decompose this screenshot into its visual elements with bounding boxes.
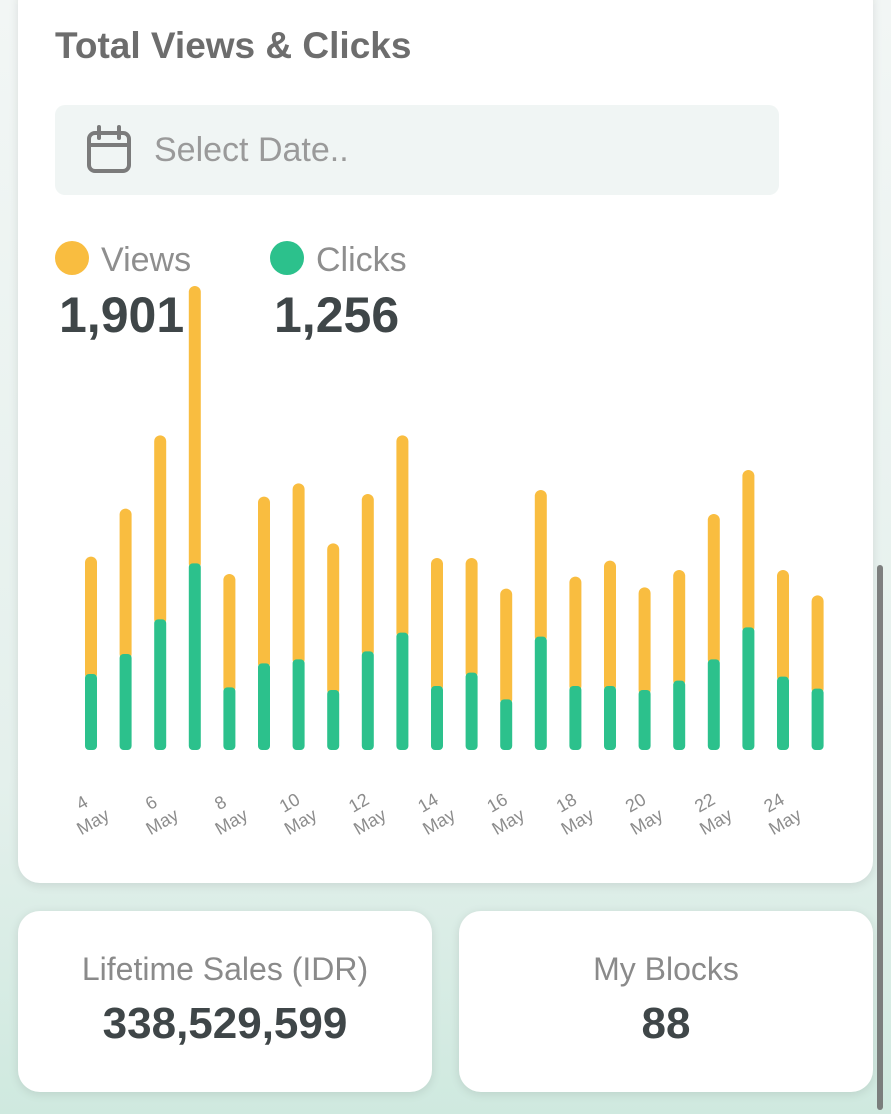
clicks-bar[interactable] xyxy=(431,686,443,750)
clicks-bar[interactable] xyxy=(223,687,236,750)
x-tick-label: 20May xyxy=(616,786,666,839)
bar-group-4[interactable] xyxy=(223,574,236,750)
views-total: 1,901 xyxy=(59,287,185,343)
date-picker[interactable]: Select Date.. xyxy=(55,105,779,195)
bar-group-17[interactable] xyxy=(673,570,686,750)
views-bar[interactable] xyxy=(85,556,97,680)
clicks-bar[interactable] xyxy=(534,636,547,750)
views-bar[interactable] xyxy=(431,558,443,692)
clicks-bar[interactable] xyxy=(119,654,132,750)
scrollbar[interactable] xyxy=(877,565,883,1110)
views-bar[interactable] xyxy=(465,558,478,679)
bar-group-15[interactable] xyxy=(604,560,616,750)
views-bar[interactable] xyxy=(534,490,547,643)
date-placeholder: Select Date.. xyxy=(154,131,349,169)
bar-group-8[interactable] xyxy=(361,494,374,750)
x-tick-day: 8 xyxy=(211,792,230,814)
bar-group-12[interactable] xyxy=(500,588,513,750)
bar-group-18[interactable] xyxy=(707,514,720,750)
views-bar[interactable] xyxy=(258,496,270,670)
views-bar[interactable] xyxy=(361,494,374,658)
views-bar[interactable] xyxy=(292,483,305,666)
x-tick-label: 16May xyxy=(477,786,527,839)
clicks-bar[interactable] xyxy=(154,619,167,750)
clicks-bar[interactable] xyxy=(777,676,789,750)
calendar-icon xyxy=(87,125,131,173)
clicks-bar[interactable] xyxy=(361,651,374,750)
bar-group-14[interactable] xyxy=(569,576,582,750)
views-bar[interactable] xyxy=(396,435,409,639)
views-bar[interactable] xyxy=(638,587,651,696)
views-bar[interactable] xyxy=(707,514,720,666)
lifetime-sales-value: 338,529,599 xyxy=(102,999,348,1048)
clicks-bar[interactable] xyxy=(258,663,270,750)
x-tick-label: 12May xyxy=(339,786,389,839)
my-blocks-label: My Blocks xyxy=(593,951,739,987)
views-bar[interactable] xyxy=(500,588,513,706)
bar-group-20[interactable] xyxy=(777,570,789,750)
clicks-bar[interactable] xyxy=(500,699,513,750)
views-bar[interactable] xyxy=(223,574,236,694)
bar-group-10[interactable] xyxy=(431,558,443,750)
views-clicks-bar-chart: 4May 6May 8May 10May 12May 14May 16May 18May 20M… xyxy=(62,286,824,839)
bar-group-6[interactable] xyxy=(292,483,305,750)
clicks-bar[interactable] xyxy=(396,632,409,750)
bar-group-1[interactable] xyxy=(119,508,132,750)
views-clicks-card: Total Views & Clicks Select Date.. Views… xyxy=(18,0,873,883)
views-bar[interactable] xyxy=(154,435,167,626)
x-tick-label: 24May xyxy=(754,786,804,839)
x-tick-label: 8May xyxy=(201,786,251,839)
bar-group-5[interactable] xyxy=(258,496,270,750)
x-tick-label: 4May xyxy=(62,786,112,839)
clicks-bar[interactable] xyxy=(569,686,582,750)
views-bar[interactable] xyxy=(569,576,582,692)
lifetime-sales-card[interactable]: Lifetime Sales (IDR) 338,529,599 xyxy=(18,911,432,1092)
x-tick-label: 22May xyxy=(685,786,735,839)
lifetime-sales-label: Lifetime Sales (IDR) xyxy=(81,951,369,987)
clicks-total: 1,256 xyxy=(274,287,400,343)
x-tick-label: 18May xyxy=(547,786,597,839)
bar-group-9[interactable] xyxy=(396,435,409,750)
clicks-bar[interactable] xyxy=(604,686,616,750)
x-tick-label: 6May xyxy=(131,786,181,839)
clicks-bar[interactable] xyxy=(811,688,824,750)
bar-group-21[interactable] xyxy=(811,595,824,750)
bar-group-11[interactable] xyxy=(465,558,478,750)
x-tick-day: 4 xyxy=(73,792,92,814)
bar-group-3[interactable] xyxy=(188,286,201,750)
bar-group-0[interactable] xyxy=(85,556,97,750)
clicks-bar[interactable] xyxy=(85,674,97,750)
bar-group-16[interactable] xyxy=(638,587,651,750)
bar-group-13[interactable] xyxy=(534,490,547,750)
views-bar[interactable] xyxy=(742,470,755,634)
clicks-bar[interactable] xyxy=(327,690,340,750)
clicks-bar[interactable] xyxy=(465,672,478,750)
my-blocks-value: 88 xyxy=(641,999,691,1048)
x-tick-label: 14May xyxy=(408,786,458,839)
clicks-bar[interactable] xyxy=(707,659,720,750)
x-tick-day: 6 xyxy=(142,792,161,814)
views-bar[interactable] xyxy=(811,595,824,695)
my-blocks-card[interactable]: My Blocks 88 xyxy=(459,911,873,1092)
bar-group-7[interactable] xyxy=(327,543,340,750)
x-tick-label: 10May xyxy=(270,786,320,839)
bar-group-19[interactable] xyxy=(742,470,755,750)
clicks-bar[interactable] xyxy=(638,690,651,750)
views-bar[interactable] xyxy=(673,570,686,687)
views-bar[interactable] xyxy=(777,570,789,683)
bar-group-2[interactable] xyxy=(154,435,167,750)
clicks-dot-icon xyxy=(270,241,304,275)
clicks-bar[interactable] xyxy=(742,627,755,750)
views-label: Views xyxy=(101,241,192,279)
clicks-bar[interactable] xyxy=(188,563,201,750)
clicks-label: Clicks xyxy=(316,241,407,279)
card-title: Total Views & Clicks xyxy=(55,25,412,66)
views-bar[interactable] xyxy=(119,508,132,660)
views-bar[interactable] xyxy=(188,286,201,570)
views-bar[interactable] xyxy=(327,543,340,696)
clicks-bar[interactable] xyxy=(292,659,305,750)
clicks-bar[interactable] xyxy=(673,680,686,750)
views-bar[interactable] xyxy=(604,560,616,692)
views-dot-icon xyxy=(55,241,89,275)
